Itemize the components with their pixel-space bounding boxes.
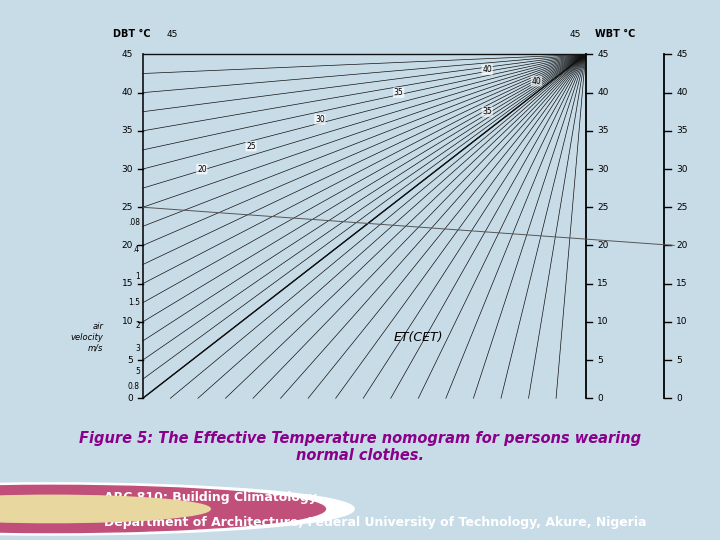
Text: 30: 30 bbox=[315, 115, 325, 124]
Text: Figure 5: The Effective Temperature nomogram for persons wearing
normal clothes.: Figure 5: The Effective Temperature nomo… bbox=[79, 431, 641, 463]
Text: 35: 35 bbox=[122, 126, 133, 136]
Text: 45: 45 bbox=[122, 50, 133, 59]
Text: 35: 35 bbox=[394, 88, 403, 97]
Text: 15: 15 bbox=[676, 279, 688, 288]
Text: 35: 35 bbox=[482, 107, 492, 116]
Text: 3: 3 bbox=[135, 344, 140, 353]
Text: 5: 5 bbox=[676, 355, 682, 364]
Text: 45: 45 bbox=[676, 50, 688, 59]
Text: 0.8: 0.8 bbox=[128, 382, 140, 392]
Text: 0: 0 bbox=[598, 394, 603, 403]
Text: Department of Architecture, Federal University of Technology, Akure, Nigeria: Department of Architecture, Federal Univ… bbox=[104, 516, 647, 529]
Text: .4: .4 bbox=[132, 245, 140, 254]
Text: 5: 5 bbox=[135, 367, 140, 376]
Text: 40: 40 bbox=[598, 88, 609, 97]
Text: 40: 40 bbox=[676, 88, 688, 97]
Text: 1: 1 bbox=[135, 272, 140, 280]
Text: 25: 25 bbox=[676, 202, 688, 212]
Text: .08: .08 bbox=[128, 218, 140, 227]
Circle shape bbox=[0, 495, 210, 523]
Text: 40: 40 bbox=[122, 88, 133, 97]
Text: 45: 45 bbox=[166, 30, 178, 39]
Text: 20: 20 bbox=[598, 241, 609, 250]
Text: 5: 5 bbox=[127, 355, 133, 364]
Text: 30: 30 bbox=[598, 165, 609, 173]
Text: 10: 10 bbox=[598, 318, 609, 326]
Text: 45: 45 bbox=[570, 30, 581, 39]
Text: 2: 2 bbox=[135, 321, 140, 330]
Text: 30: 30 bbox=[122, 165, 133, 173]
Text: 25: 25 bbox=[598, 202, 609, 212]
Text: 25: 25 bbox=[122, 202, 133, 212]
Text: 15: 15 bbox=[122, 279, 133, 288]
Text: 40: 40 bbox=[531, 77, 541, 86]
Circle shape bbox=[0, 483, 354, 535]
Text: 30: 30 bbox=[676, 165, 688, 173]
Text: 1.5: 1.5 bbox=[128, 298, 140, 307]
Text: 45: 45 bbox=[598, 50, 609, 59]
Text: 20: 20 bbox=[676, 241, 688, 250]
Text: 40: 40 bbox=[482, 65, 492, 74]
Text: air
velocity
m/s: air velocity m/s bbox=[71, 322, 104, 352]
Text: 25: 25 bbox=[246, 141, 256, 151]
Text: WBT °C: WBT °C bbox=[595, 29, 636, 39]
Text: ET(CET): ET(CET) bbox=[394, 330, 443, 343]
Text: 15: 15 bbox=[598, 279, 609, 288]
Text: DBT °C: DBT °C bbox=[113, 29, 151, 39]
Text: 0: 0 bbox=[676, 394, 682, 403]
Text: 10: 10 bbox=[676, 318, 688, 326]
Text: 20: 20 bbox=[197, 165, 207, 173]
Text: ARC 810: Building Climatology: ARC 810: Building Climatology bbox=[104, 491, 318, 504]
Text: 5: 5 bbox=[598, 355, 603, 364]
Circle shape bbox=[0, 485, 325, 532]
Text: 35: 35 bbox=[598, 126, 609, 136]
Text: 20: 20 bbox=[122, 241, 133, 250]
Text: 35: 35 bbox=[676, 126, 688, 136]
Text: 0: 0 bbox=[127, 394, 133, 403]
Text: 10: 10 bbox=[122, 318, 133, 326]
